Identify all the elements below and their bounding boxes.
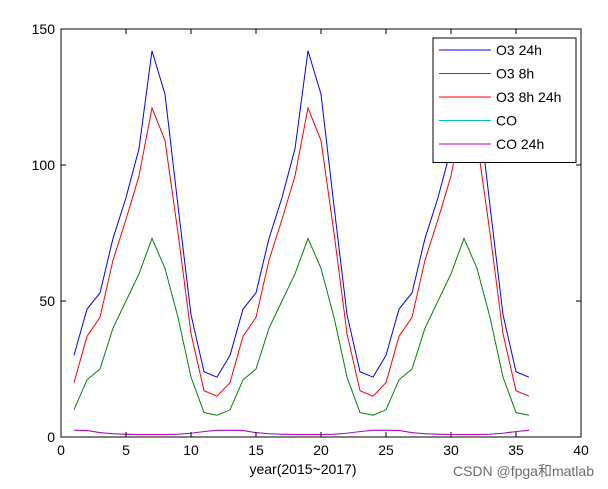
y-tick-label: 0 (47, 429, 55, 445)
legend-entry-label: O3 8h 24h (496, 89, 561, 105)
x-tick-label: 30 (443, 442, 459, 458)
x-tick-label: 10 (183, 442, 199, 458)
series-line-o3-8h-24h (73, 106, 530, 397)
legend-entry-label: CO 24h (496, 136, 544, 152)
y-tick-label: 100 (32, 157, 56, 173)
x-tick-label: 0 (57, 442, 65, 458)
x-axis-label: year(2015~2017) (249, 461, 356, 477)
legend-entry-label: O3 24h (496, 42, 542, 58)
y-tick-label: 150 (32, 21, 56, 37)
x-tick-label: 20 (313, 442, 329, 458)
series-line-o3-8h (73, 237, 530, 416)
axis-ticks: 0 5 10 15 20 25 30 35 40 0 50 100 150 (32, 21, 589, 458)
legend: O3 24h O3 8h O3 8h 24h CO CO 24h (432, 37, 577, 163)
legend-entry-label: O3 8h (496, 66, 534, 82)
watermark-text: CSDN @fpga和matlab (452, 463, 594, 479)
x-tick-label: 5 (122, 442, 130, 458)
x-tick-label: 25 (378, 442, 394, 458)
legend-entry-label: CO (496, 113, 517, 129)
y-tick-label: 50 (39, 293, 55, 309)
x-tick-label: 35 (508, 442, 524, 458)
series-line-co-24h (73, 429, 530, 436)
legend-box (432, 37, 577, 163)
x-tick-label: 15 (248, 442, 264, 458)
x-tick-label: 40 (573, 442, 589, 458)
